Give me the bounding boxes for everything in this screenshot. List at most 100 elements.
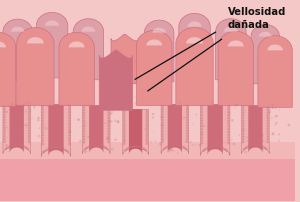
Circle shape [41, 129, 44, 131]
Circle shape [15, 122, 18, 125]
Circle shape [123, 140, 126, 143]
Circle shape [41, 143, 44, 145]
Circle shape [242, 112, 244, 114]
Circle shape [272, 133, 275, 136]
Circle shape [68, 132, 70, 134]
Circle shape [192, 145, 193, 146]
Circle shape [43, 150, 46, 153]
Circle shape [242, 122, 244, 125]
Circle shape [223, 142, 226, 144]
Circle shape [85, 151, 87, 153]
Circle shape [201, 142, 203, 145]
Circle shape [91, 145, 93, 147]
Circle shape [234, 107, 236, 109]
Circle shape [8, 145, 11, 148]
Circle shape [274, 107, 277, 109]
Circle shape [68, 108, 70, 111]
Circle shape [68, 111, 70, 114]
Circle shape [227, 142, 230, 145]
Circle shape [201, 108, 203, 111]
Circle shape [276, 122, 278, 124]
Circle shape [107, 136, 110, 138]
Circle shape [161, 124, 164, 127]
Circle shape [242, 136, 244, 138]
Circle shape [161, 105, 164, 108]
Circle shape [199, 144, 202, 147]
Circle shape [159, 143, 162, 146]
Circle shape [94, 144, 96, 147]
Circle shape [260, 121, 262, 123]
Circle shape [92, 136, 95, 139]
Circle shape [253, 144, 255, 147]
Circle shape [136, 146, 138, 148]
Circle shape [13, 120, 15, 122]
Circle shape [243, 129, 245, 131]
Circle shape [138, 146, 141, 148]
Circle shape [107, 138, 110, 141]
Circle shape [242, 128, 244, 130]
Circle shape [37, 117, 40, 120]
Circle shape [77, 119, 80, 122]
Circle shape [250, 145, 252, 147]
Circle shape [3, 122, 6, 124]
Circle shape [274, 123, 277, 126]
Circle shape [146, 133, 148, 135]
Circle shape [83, 125, 85, 128]
Polygon shape [89, 106, 103, 154]
Circle shape [160, 116, 163, 119]
Circle shape [224, 149, 226, 151]
Circle shape [22, 104, 25, 107]
Circle shape [14, 144, 16, 147]
Circle shape [30, 110, 32, 112]
Circle shape [123, 120, 126, 123]
Circle shape [235, 104, 238, 107]
Circle shape [45, 127, 48, 130]
Circle shape [31, 118, 33, 120]
Circle shape [170, 148, 173, 151]
Circle shape [41, 126, 44, 128]
Circle shape [178, 146, 180, 148]
Circle shape [186, 135, 188, 138]
Circle shape [3, 108, 6, 111]
Circle shape [45, 149, 47, 152]
Text: Vellosidad
dañada: Vellosidad dañada [228, 7, 286, 29]
Circle shape [24, 111, 27, 113]
Circle shape [83, 114, 85, 117]
Circle shape [227, 137, 230, 139]
Circle shape [184, 148, 187, 150]
Circle shape [42, 151, 44, 154]
Circle shape [41, 114, 44, 117]
Circle shape [28, 111, 30, 114]
Circle shape [124, 140, 125, 142]
Circle shape [123, 135, 126, 138]
Circle shape [232, 143, 236, 146]
Circle shape [227, 128, 230, 131]
Circle shape [83, 120, 85, 122]
Circle shape [248, 117, 250, 119]
Circle shape [11, 145, 14, 147]
Circle shape [161, 141, 164, 143]
Circle shape [116, 121, 119, 124]
Circle shape [152, 117, 154, 119]
Circle shape [83, 141, 85, 143]
Circle shape [261, 145, 264, 148]
Circle shape [3, 116, 6, 119]
Circle shape [38, 135, 40, 138]
Circle shape [107, 130, 110, 133]
Circle shape [265, 148, 268, 150]
Circle shape [227, 120, 230, 122]
Circle shape [186, 114, 188, 116]
Circle shape [201, 106, 203, 108]
Circle shape [191, 124, 193, 126]
Circle shape [123, 143, 126, 145]
Circle shape [231, 119, 234, 122]
Circle shape [123, 125, 126, 128]
Circle shape [24, 124, 28, 127]
Circle shape [177, 153, 178, 154]
Circle shape [126, 148, 128, 150]
Polygon shape [208, 105, 223, 156]
Circle shape [68, 114, 70, 117]
Circle shape [272, 104, 274, 107]
Circle shape [106, 148, 109, 150]
Circle shape [266, 141, 269, 143]
